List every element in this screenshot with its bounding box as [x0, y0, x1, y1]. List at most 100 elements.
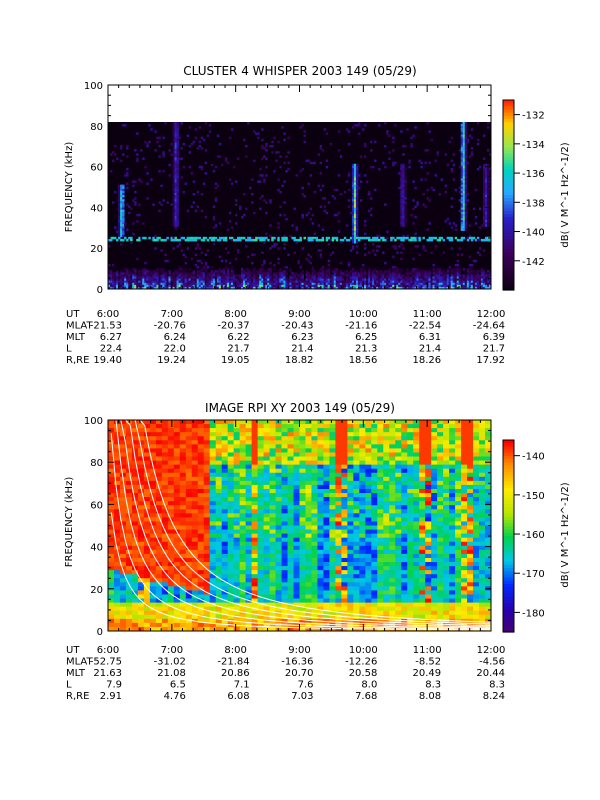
spectrogram-cell [227, 602, 235, 608]
spectrogram-cell [251, 440, 259, 445]
spectrogram-cell [460, 236, 464, 240]
spectrogram-cell [245, 566, 253, 571]
spectrogram-cell [386, 130, 389, 133]
spectrogram-cell [215, 432, 223, 437]
spectrogram-cell [136, 132, 139, 135]
spectrogram-cell [134, 276, 137, 279]
spectrogram-cell [239, 280, 242, 284]
spectrogram-cell [374, 270, 377, 273]
spectrogram-cell [144, 270, 147, 273]
spectrogram-cell [470, 278, 474, 282]
spectrogram-cell [186, 236, 190, 240]
spectrogram-cell [173, 525, 181, 530]
spectrogram-cell [263, 586, 270, 591]
spectrogram-cell [131, 440, 139, 445]
spectrogram-cell [160, 184, 163, 188]
spectrogram-cell [120, 230, 123, 234]
spectrogram-cell [410, 238, 413, 242]
spectrogram-cell [319, 255, 323, 259]
spectrogram-cell [353, 284, 357, 288]
spectrogram-cell [273, 286, 276, 289]
spectrogram-cell [273, 278, 276, 282]
spectrogram-cell [146, 286, 149, 289]
spectrogram-cell [160, 238, 163, 242]
spectrogram-cell [144, 284, 147, 288]
colorbar-swatch [503, 141, 514, 145]
spectrogram-cell [196, 259, 200, 263]
spectrogram-cell [263, 480, 270, 486]
spectrogram-cell [400, 182, 403, 186]
spectrogram-cell [156, 280, 159, 284]
spectrogram-cell [484, 280, 488, 284]
spectrogram-cell [197, 562, 205, 567]
spectrogram-cell [230, 282, 234, 286]
spectrogram-cell [460, 161, 464, 165]
spectrogram-cell [174, 176, 177, 179]
spectrogram-cell [167, 541, 175, 547]
spectrogram-cell [114, 153, 117, 156]
spectrogram-cell [404, 272, 407, 275]
spectrogram-cell [125, 574, 133, 579]
spectrogram-cell [464, 218, 468, 221]
spectrogram-cell [188, 278, 192, 282]
spectrogram-cell [126, 274, 129, 277]
spectrogram-cell [432, 274, 435, 277]
spectrogram-cell [149, 557, 157, 563]
spectrogram-cell [364, 272, 367, 275]
spectrogram-cell [392, 276, 395, 279]
spectrogram-cell [190, 238, 194, 242]
spectrogram-cell [251, 509, 259, 514]
spectrogram-cell [376, 272, 379, 275]
colorbar-frame [502, 99, 515, 291]
spectrogram-cell [203, 557, 211, 563]
spectrogram-cell [434, 278, 437, 282]
spectrogram-cell [478, 238, 482, 242]
spectrogram-cell [185, 480, 193, 486]
spectrogram-cell [197, 472, 205, 478]
spectrogram-cell [196, 284, 200, 288]
spectrogram-cell [436, 274, 439, 277]
spectrogram-cell [120, 284, 123, 288]
spectrogram-cell [120, 218, 123, 221]
spectrogram-cell [400, 167, 403, 171]
spectrogram-cell [173, 509, 181, 514]
spectrogram-cell [200, 278, 204, 282]
spectrogram-cell [197, 529, 205, 535]
spectrogram-cell [255, 286, 258, 289]
spectrogram-cell [392, 266, 395, 269]
spectrogram-cell [173, 484, 181, 490]
spectrogram-cell [460, 163, 464, 167]
spectrogram-cell [126, 147, 129, 150]
spectrogram-cell [146, 274, 149, 277]
spectrogram-cell [216, 155, 220, 158]
spectrogram-cell [404, 209, 407, 213]
spectrogram-cell [269, 261, 272, 265]
spectrogram-cell [168, 270, 171, 273]
spectrogram-cell [144, 165, 147, 169]
spectrogram-cell [160, 268, 163, 271]
spectrogram-cell [351, 222, 355, 225]
spectrogram-cell [390, 286, 393, 289]
spectrogram-cell [398, 186, 401, 190]
spectrogram-cell [160, 280, 163, 284]
spectrogram-cell [137, 468, 145, 474]
spectrogram-cell [130, 284, 133, 288]
spectrogram-cell [161, 513, 169, 518]
spectrogram-cell [460, 172, 464, 175]
spectrogram-cell [168, 282, 171, 286]
spectrogram-cell [178, 136, 181, 140]
spectrogram-cell [313, 270, 317, 273]
spectrogram-cell [245, 574, 253, 579]
spectrogram-cell [209, 501, 217, 506]
spectrogram-cell [245, 428, 253, 433]
spectrogram-cell [464, 161, 468, 165]
spectrogram-cell [275, 509, 282, 514]
spectrogram-cell [353, 272, 357, 275]
spectrogram-cell [191, 537, 199, 543]
spectrogram-cell [307, 236, 310, 240]
spectrogram-cell [143, 529, 151, 535]
spectrogram-cell [118, 280, 121, 284]
spectrogram-cell [315, 280, 319, 284]
spectrogram-cell [203, 606, 211, 612]
spectrogram-cell [486, 282, 490, 286]
